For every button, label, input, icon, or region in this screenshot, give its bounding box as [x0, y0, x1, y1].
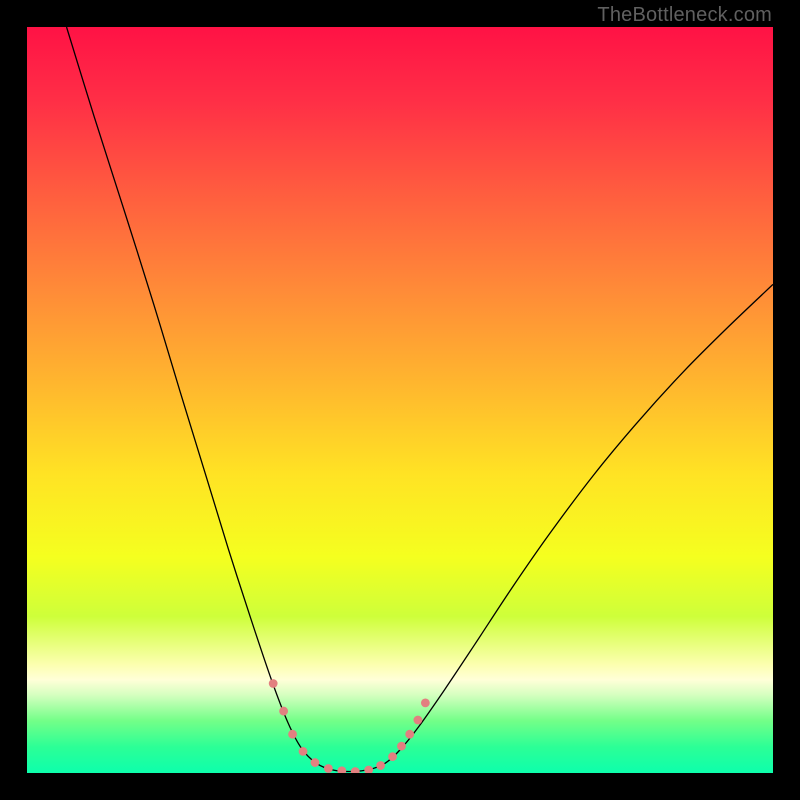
plot-area	[27, 27, 773, 773]
highlight-segment	[269, 679, 430, 773]
curve-layer	[27, 27, 773, 773]
bottleneck-curve	[67, 27, 773, 772]
chart-frame: TheBottleneck.com	[0, 0, 800, 800]
watermark-text: TheBottleneck.com	[597, 4, 772, 27]
